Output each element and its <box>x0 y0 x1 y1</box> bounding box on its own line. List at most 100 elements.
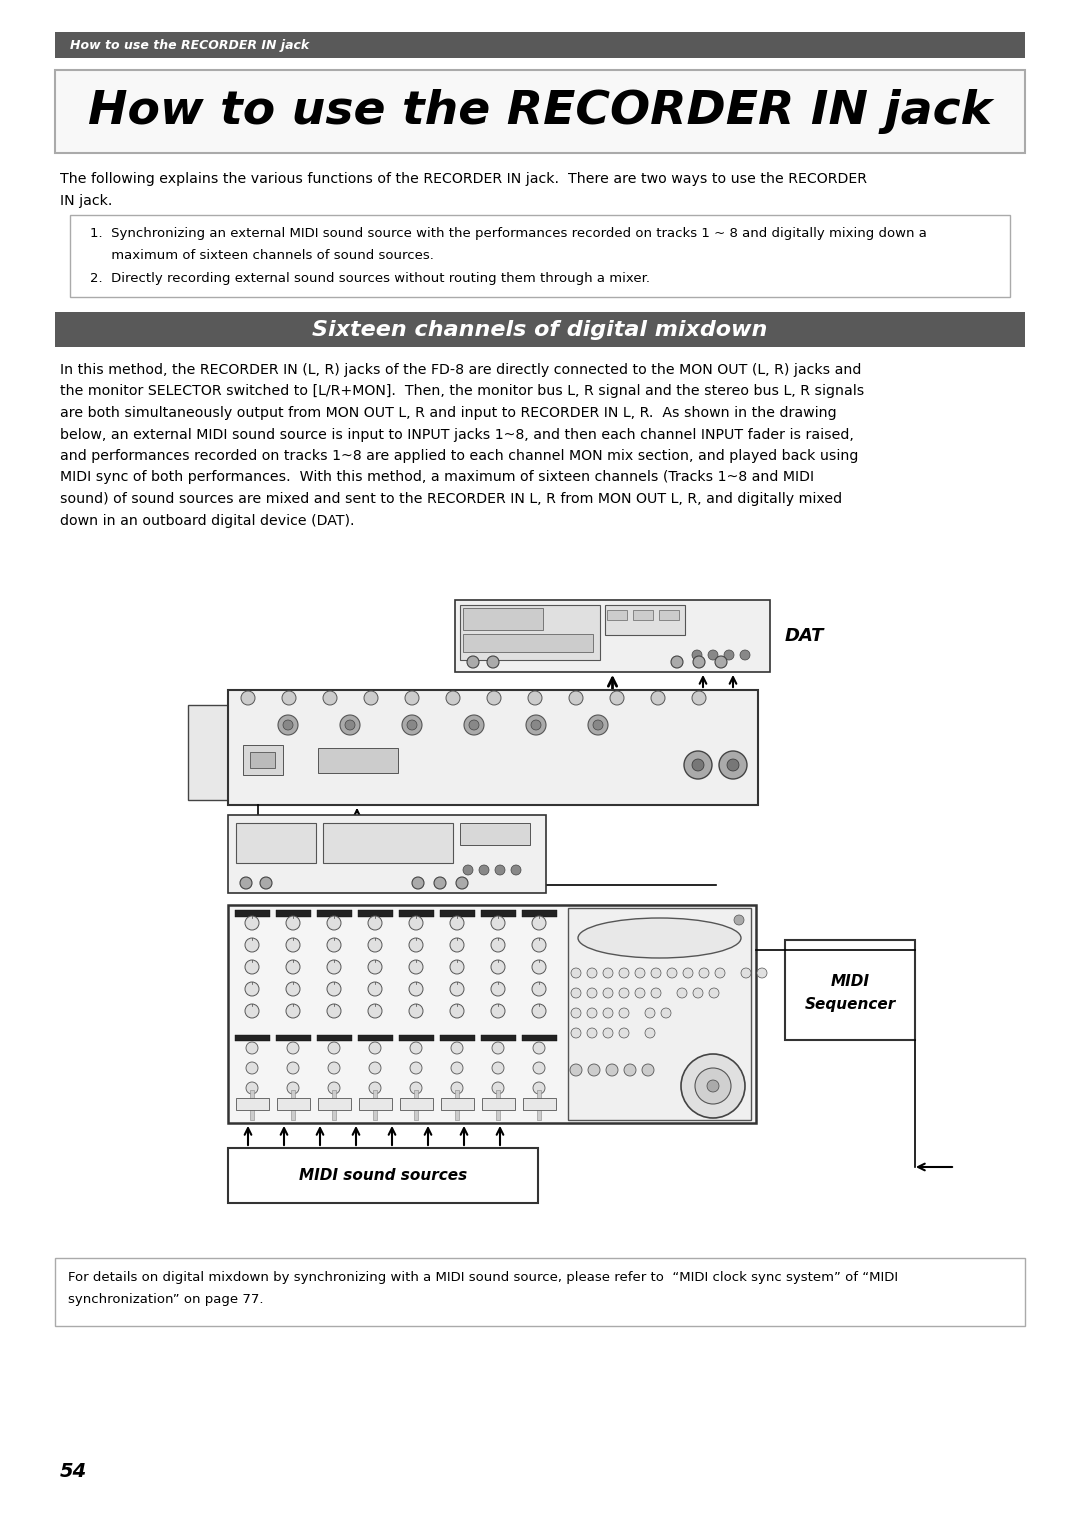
Circle shape <box>364 691 378 704</box>
Circle shape <box>740 649 750 660</box>
Bar <box>399 1034 434 1041</box>
Bar <box>55 70 1025 153</box>
Bar <box>481 911 516 917</box>
Circle shape <box>495 865 505 876</box>
Bar <box>441 1099 474 1109</box>
Text: synchronization” on page 77.: synchronization” on page 77. <box>68 1293 264 1306</box>
Bar <box>237 1099 269 1109</box>
Circle shape <box>645 1028 654 1038</box>
Bar <box>607 610 627 620</box>
Circle shape <box>651 691 665 704</box>
Bar <box>228 814 546 892</box>
Circle shape <box>651 969 661 978</box>
Bar <box>318 749 399 773</box>
Circle shape <box>368 915 382 931</box>
Bar <box>357 911 393 917</box>
Circle shape <box>588 1063 600 1076</box>
Circle shape <box>684 750 712 779</box>
Circle shape <box>327 983 341 996</box>
Circle shape <box>469 720 480 730</box>
Bar <box>496 1089 500 1120</box>
Circle shape <box>451 1082 463 1094</box>
Circle shape <box>327 915 341 931</box>
Text: below, an external MIDI sound source is input to INPUT jacks 1~8, and then each : below, an external MIDI sound source is … <box>60 428 854 442</box>
Circle shape <box>651 989 661 998</box>
Circle shape <box>734 915 744 924</box>
Circle shape <box>327 1004 341 1018</box>
Circle shape <box>727 759 739 772</box>
Bar <box>235 911 270 917</box>
Circle shape <box>635 989 645 998</box>
Bar <box>605 605 685 636</box>
Circle shape <box>667 969 677 978</box>
Circle shape <box>692 691 706 704</box>
Circle shape <box>451 1042 463 1054</box>
Circle shape <box>692 759 704 772</box>
Circle shape <box>287 1082 299 1094</box>
Bar <box>659 610 679 620</box>
Circle shape <box>450 938 464 952</box>
Circle shape <box>411 877 424 889</box>
Bar <box>188 704 238 801</box>
Circle shape <box>532 915 546 931</box>
Circle shape <box>528 691 542 704</box>
Bar <box>785 940 915 1041</box>
Circle shape <box>246 1042 258 1054</box>
Circle shape <box>480 865 489 876</box>
Circle shape <box>491 1004 505 1018</box>
Circle shape <box>532 960 546 973</box>
Circle shape <box>603 969 613 978</box>
Circle shape <box>708 649 718 660</box>
Bar <box>249 1089 254 1120</box>
Circle shape <box>487 656 499 668</box>
Circle shape <box>463 865 473 876</box>
Circle shape <box>593 720 603 730</box>
Circle shape <box>246 1062 258 1074</box>
Circle shape <box>410 1042 422 1054</box>
Text: The following explains the various functions of the RECORDER IN jack.  There are: The following explains the various funct… <box>60 173 867 186</box>
Circle shape <box>245 983 259 996</box>
Bar <box>522 1034 557 1041</box>
Bar <box>482 1099 515 1109</box>
Bar <box>70 215 1010 296</box>
Circle shape <box>323 691 337 704</box>
Circle shape <box>287 1062 299 1074</box>
Circle shape <box>410 1062 422 1074</box>
Circle shape <box>450 1004 464 1018</box>
Circle shape <box>491 983 505 996</box>
Circle shape <box>692 649 702 660</box>
Circle shape <box>245 1004 259 1018</box>
Circle shape <box>532 938 546 952</box>
Circle shape <box>534 1062 545 1074</box>
Circle shape <box>327 960 341 973</box>
Bar <box>276 1034 311 1041</box>
Circle shape <box>661 1008 671 1018</box>
Circle shape <box>246 1082 258 1094</box>
Circle shape <box>241 691 255 704</box>
Bar <box>523 1099 556 1109</box>
Circle shape <box>534 1042 545 1054</box>
Circle shape <box>571 1008 581 1018</box>
Text: How to use the RECORDER IN jack: How to use the RECORDER IN jack <box>87 89 993 134</box>
Circle shape <box>446 691 460 704</box>
Bar <box>537 1089 541 1120</box>
Circle shape <box>699 969 708 978</box>
Bar <box>633 610 653 620</box>
Bar <box>55 312 1025 347</box>
Circle shape <box>531 720 541 730</box>
Circle shape <box>487 691 501 704</box>
Circle shape <box>603 1028 613 1038</box>
Bar <box>440 911 475 917</box>
Bar <box>455 601 770 672</box>
Bar <box>463 634 593 652</box>
Circle shape <box>328 1042 340 1054</box>
Circle shape <box>368 1004 382 1018</box>
Text: Sixteen channels of digital mixdown: Sixteen channels of digital mixdown <box>312 319 768 339</box>
Text: 2.  Directly recording external sound sources without routing them through a mix: 2. Directly recording external sound sou… <box>90 272 650 286</box>
Circle shape <box>410 1082 422 1094</box>
Text: IN jack.: IN jack. <box>60 194 112 208</box>
Circle shape <box>708 989 719 998</box>
Text: and performances recorded on tracks 1~8 are applied to each channel MON mix sect: and performances recorded on tracks 1~8 … <box>60 449 859 463</box>
Text: MIDI sound sources: MIDI sound sources <box>299 1167 468 1183</box>
Circle shape <box>693 656 705 668</box>
